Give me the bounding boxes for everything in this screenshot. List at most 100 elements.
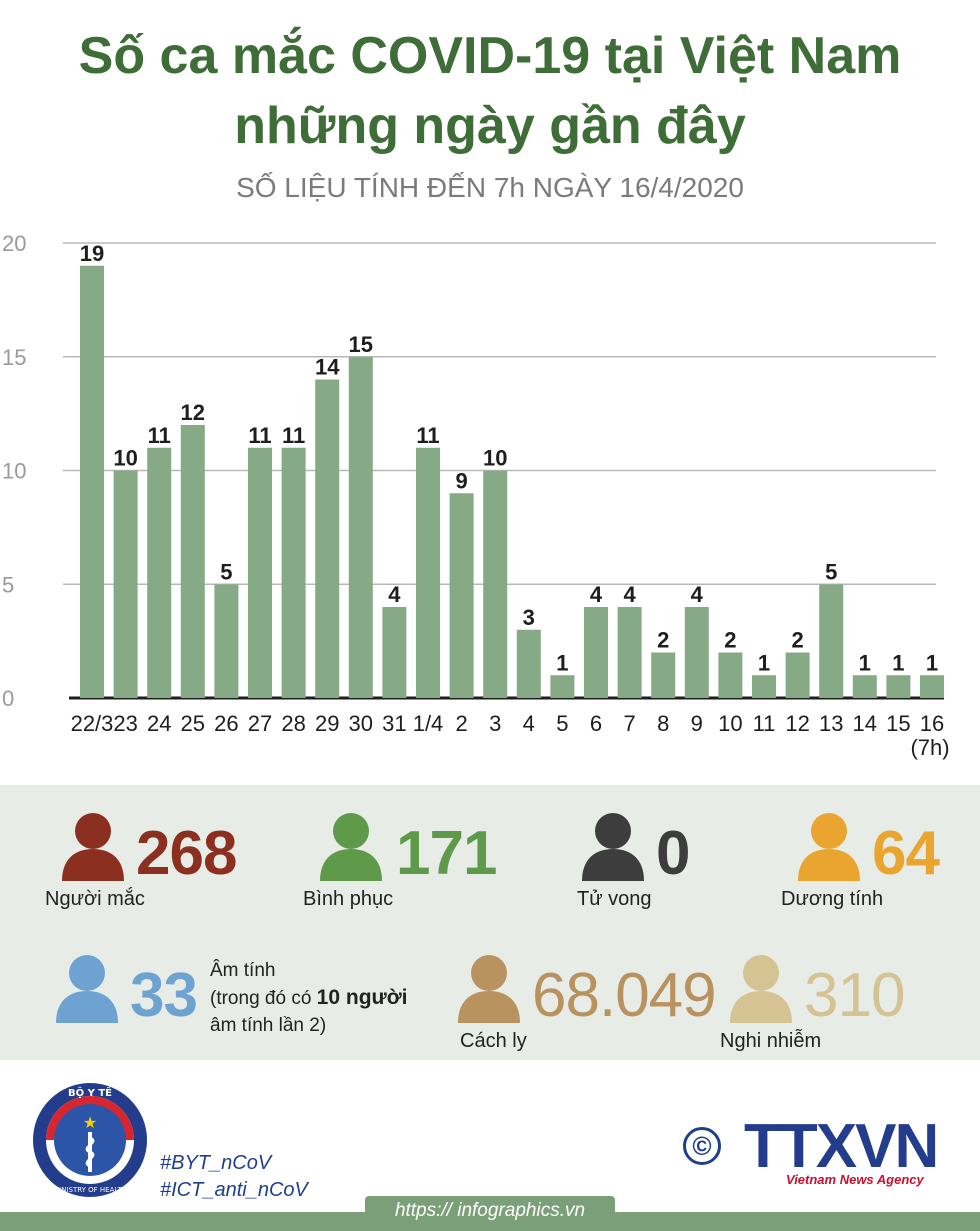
data-label: 14 [315, 355, 340, 380]
bar [416, 447, 440, 698]
x-tick-label: 11 [753, 711, 776, 736]
person-icon [320, 813, 382, 881]
x-tick-label: 31 [382, 711, 406, 736]
data-label: 11 [248, 423, 271, 448]
data-label: 11 [416, 423, 439, 448]
infected-label: Người mắc [45, 888, 145, 910]
bar [248, 447, 272, 698]
footer-tab [365, 1196, 615, 1231]
hashtags: #BYT_nCoV #ICT_anti_nCoV [160, 1150, 308, 1204]
y-tick-label: 15 [2, 345, 26, 370]
x-tick-label: 27 [248, 711, 272, 736]
data-label: 9 [455, 468, 467, 493]
person-icon [56, 955, 118, 1023]
data-label: 12 [181, 400, 205, 425]
y-tick-label: 0 [2, 686, 14, 711]
ttxvn-logo: TTXVN [744, 1112, 939, 1181]
data-label: 1 [892, 650, 904, 675]
x-tick-label: 1/4 [413, 711, 444, 736]
page-title-line2: những ngày gần đây [234, 97, 746, 155]
quarantine-label: Cách ly [460, 1030, 527, 1052]
bar [315, 379, 340, 698]
data-label: 10 [483, 446, 507, 471]
person-icon [798, 813, 860, 881]
person-icon [62, 813, 124, 881]
bar [617, 607, 642, 698]
x-tick-label: 24 [147, 711, 171, 736]
data-label: 1 [556, 650, 568, 675]
data-label: 4 [388, 582, 401, 607]
data-label: 3 [523, 605, 535, 630]
y-tick-label: 10 [2, 459, 26, 484]
data-label: 10 [113, 446, 137, 471]
x-tick-label: 12 [785, 711, 809, 736]
data-label: 1 [859, 650, 871, 675]
x-tick-label: 29 [315, 711, 339, 736]
bar [785, 652, 810, 698]
x-tick-label: 2 [455, 711, 467, 736]
bar [348, 356, 373, 698]
copyright-icon: © [683, 1127, 721, 1165]
data-label: 4 [691, 582, 704, 607]
person-icon [582, 813, 644, 881]
x-tick-label: 26 [214, 711, 238, 736]
x-tick-label: 5 [556, 711, 568, 736]
negative-note-post: âm tính lần 2) [210, 1015, 327, 1036]
suspected-count: 310 [804, 961, 905, 1030]
data-label: 2 [657, 628, 669, 653]
x-tick-label: 13 [819, 711, 843, 736]
infected-count: 268 [136, 819, 237, 888]
ministry-of-health-logo: ★ BỘ Y TẾ MINISTRY OF HEALTH [33, 1083, 147, 1197]
bar [584, 607, 608, 698]
data-label: 4 [623, 582, 636, 607]
hashtag[interactable]: #ICT_anti_nCoV [160, 1179, 308, 1201]
bar [281, 447, 306, 698]
recovered-count: 171 [396, 819, 497, 888]
moh-top-text: BỘ Y TẾ [68, 1084, 112, 1099]
quarantine-count: 68.049 [532, 961, 717, 1030]
person-icon [730, 955, 792, 1023]
data-label: 11 [282, 423, 305, 448]
bar [382, 607, 407, 698]
bar [684, 607, 709, 698]
bar [214, 584, 239, 698]
x-tick-label: 28 [281, 711, 305, 736]
negative-note-pre: (trong đó có [210, 988, 317, 1009]
person-icon [458, 955, 520, 1023]
bar [516, 629, 541, 698]
page-subtitle: SỐ LIỆU TÍNH ĐẾN 7h NGÀY 16/4/2020 [236, 172, 744, 203]
moh-bottom-text: MINISTRY OF HEALTH [53, 1186, 127, 1194]
negative-count: 33 [130, 961, 198, 1030]
x-tick-label: 9 [691, 711, 703, 736]
x-tick-note: (7h) [910, 735, 949, 760]
bar [80, 265, 104, 698]
x-tick-label: 16 [920, 711, 944, 736]
stats-panel: 268 Người mắc 171 Bình phục 0 Tử vong 64… [0, 785, 980, 1060]
bar [852, 675, 877, 698]
negative-label: Âm tính [210, 960, 276, 981]
x-tick-label: 4 [523, 711, 535, 736]
deaths-count: 0 [656, 819, 690, 888]
bar [483, 470, 508, 698]
bar [752, 675, 776, 698]
hashtag[interactable]: #BYT_nCoV [160, 1152, 272, 1174]
x-tick-label: 25 [181, 711, 205, 736]
x-tick-label: 10 [718, 711, 742, 736]
data-label: 15 [349, 332, 373, 357]
footer-url[interactable]: https:// infographics.vn [394, 1200, 586, 1221]
x-tick-label: 15 [886, 711, 910, 736]
bar [550, 675, 575, 698]
vna-tagline: Vietnam News Agency [786, 1172, 924, 1187]
x-tick-label: 14 [853, 711, 877, 736]
y-tick-label: 5 [2, 572, 14, 597]
data-label: 19 [80, 241, 104, 266]
deaths-label: Tử vong [577, 888, 652, 910]
negative-note: Âm tính (trong đó có 10 người âm tính lầ… [210, 957, 408, 1039]
bar [449, 493, 474, 698]
x-tick-label: 6 [590, 711, 602, 736]
bar [180, 425, 205, 698]
x-tick-label: 23 [113, 711, 137, 736]
negative-note-bold: 10 người [316, 986, 408, 1009]
x-tick-label: 30 [349, 711, 373, 736]
